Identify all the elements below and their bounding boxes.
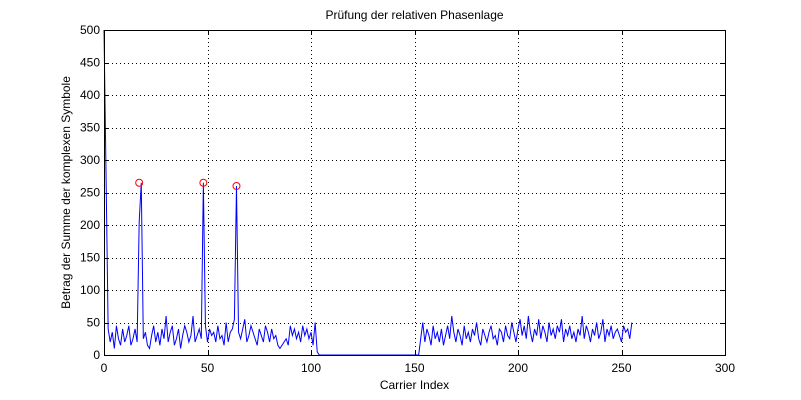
plot-area (104, 30, 725, 355)
y-tick-label: 0 (93, 348, 100, 362)
y-tick-label: 250 (80, 186, 100, 200)
y-tick-label: 400 (80, 88, 100, 102)
x-tick-label: 200 (508, 361, 528, 375)
x-tick-label: 100 (301, 361, 321, 375)
y-tick-label: 450 (80, 56, 100, 70)
y-tick-label: 300 (80, 153, 100, 167)
y-tick-label: 350 (80, 121, 100, 135)
y-tick-label: 200 (80, 218, 100, 232)
y-tick-label: 100 (80, 283, 100, 297)
y-tick-label: 150 (80, 251, 100, 265)
peak-marker (199, 178, 208, 187)
x-tick-label: 300 (715, 361, 735, 375)
peak-marker (135, 178, 144, 187)
x-tick-label: 50 (201, 361, 215, 375)
y-tick-label: 50 (87, 316, 101, 330)
axes: 0 50 100 150 200 250 300 0 50 100 150 200 250 300 350 4… (80, 23, 735, 375)
x-axis-label: Carrier Index (380, 378, 449, 392)
x-tick-label: 150 (404, 361, 424, 375)
y-tick-label: 500 (80, 23, 100, 37)
y-axis-label: Betrag der Summe der komplexen Symbole (59, 76, 73, 309)
x-tick-label: 0 (101, 361, 108, 375)
chart-title: Prüfung der relativen Phasenlage (325, 8, 503, 22)
x-tick-label: 250 (611, 361, 631, 375)
peak-marker (232, 182, 241, 190)
